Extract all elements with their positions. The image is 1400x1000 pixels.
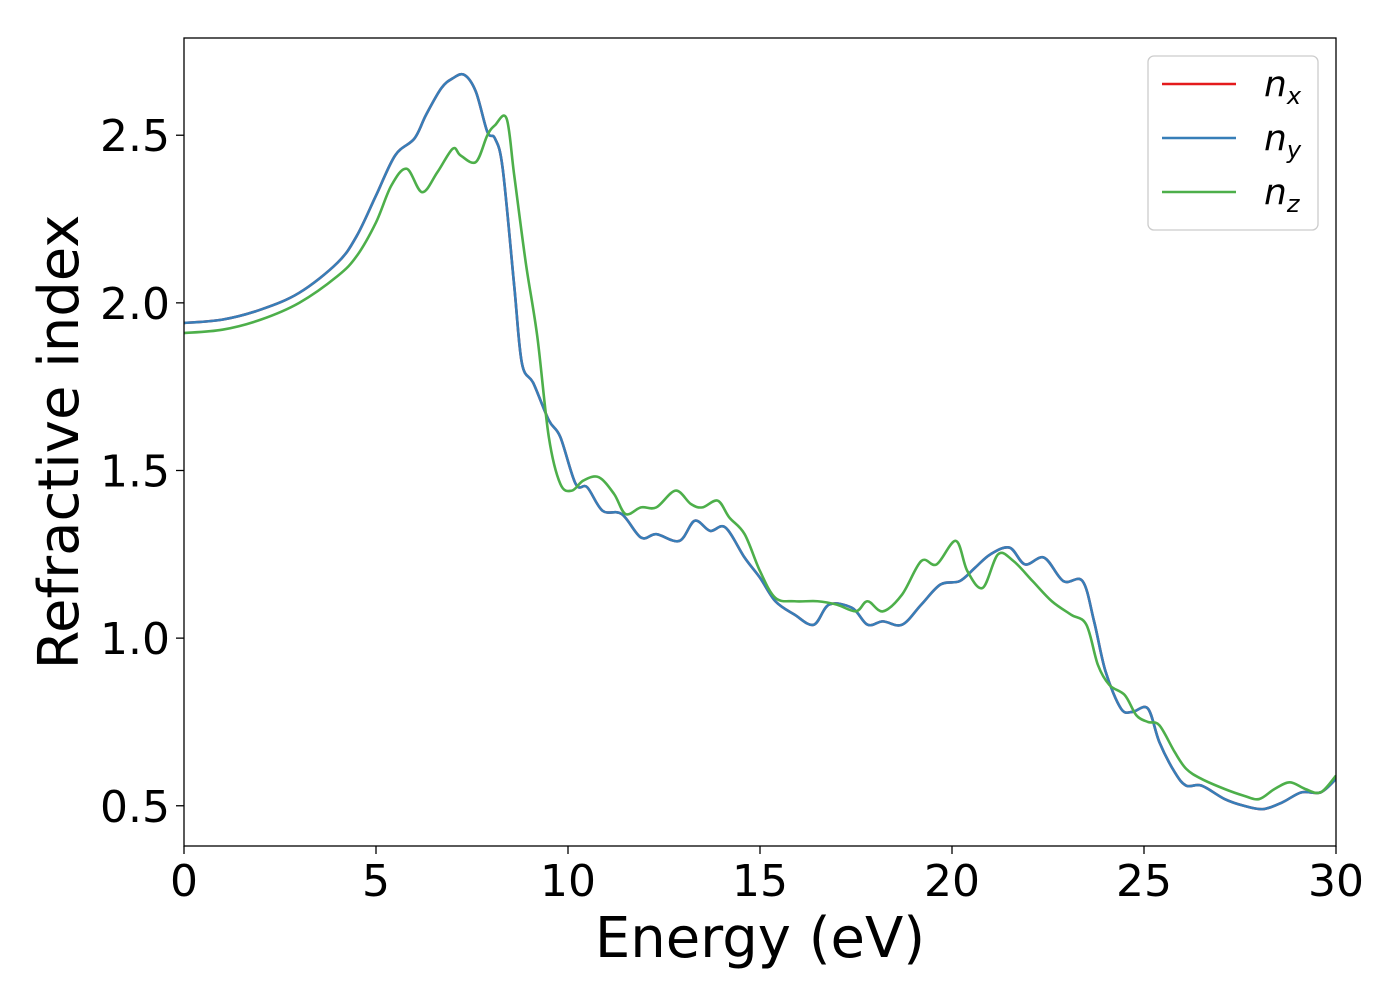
y-tick-label: 0.5	[100, 782, 170, 833]
series-layer	[184, 72, 1336, 811]
y-tick-label: 2.0	[100, 279, 170, 330]
y-axis-title: Refractive index	[27, 215, 92, 670]
series-line-y	[184, 72, 1336, 811]
series-line-z	[184, 114, 1336, 801]
legend-label-x: nx	[1264, 64, 1302, 110]
legend-box	[1147, 55, 1319, 231]
y-tick-label: 2.5	[100, 111, 170, 162]
ticks-layer: 0 5 10 15 20 25 30 0.5 1.0 1.5 2.0 2.5	[100, 111, 1364, 907]
x-tick-label: 5	[362, 856, 390, 907]
y-tick-label: 1.0	[100, 614, 170, 665]
legend-label-y: ny	[1264, 118, 1302, 164]
x-axis-title: Energy (eV)	[595, 906, 925, 971]
x-tick-label: 30	[1308, 856, 1364, 907]
legend-items: nx ny nz	[1162, 64, 1302, 218]
legend-label-z: nz	[1264, 172, 1301, 218]
x-tick-label: 20	[924, 856, 980, 907]
x-tick-label: 15	[732, 856, 788, 907]
x-tick-label: 10	[540, 856, 596, 907]
y-tick-label: 1.5	[100, 446, 170, 497]
x-tick-label: 0	[170, 856, 198, 907]
legend: nx ny nz	[1147, 55, 1319, 231]
x-tick-label: 25	[1116, 856, 1172, 907]
